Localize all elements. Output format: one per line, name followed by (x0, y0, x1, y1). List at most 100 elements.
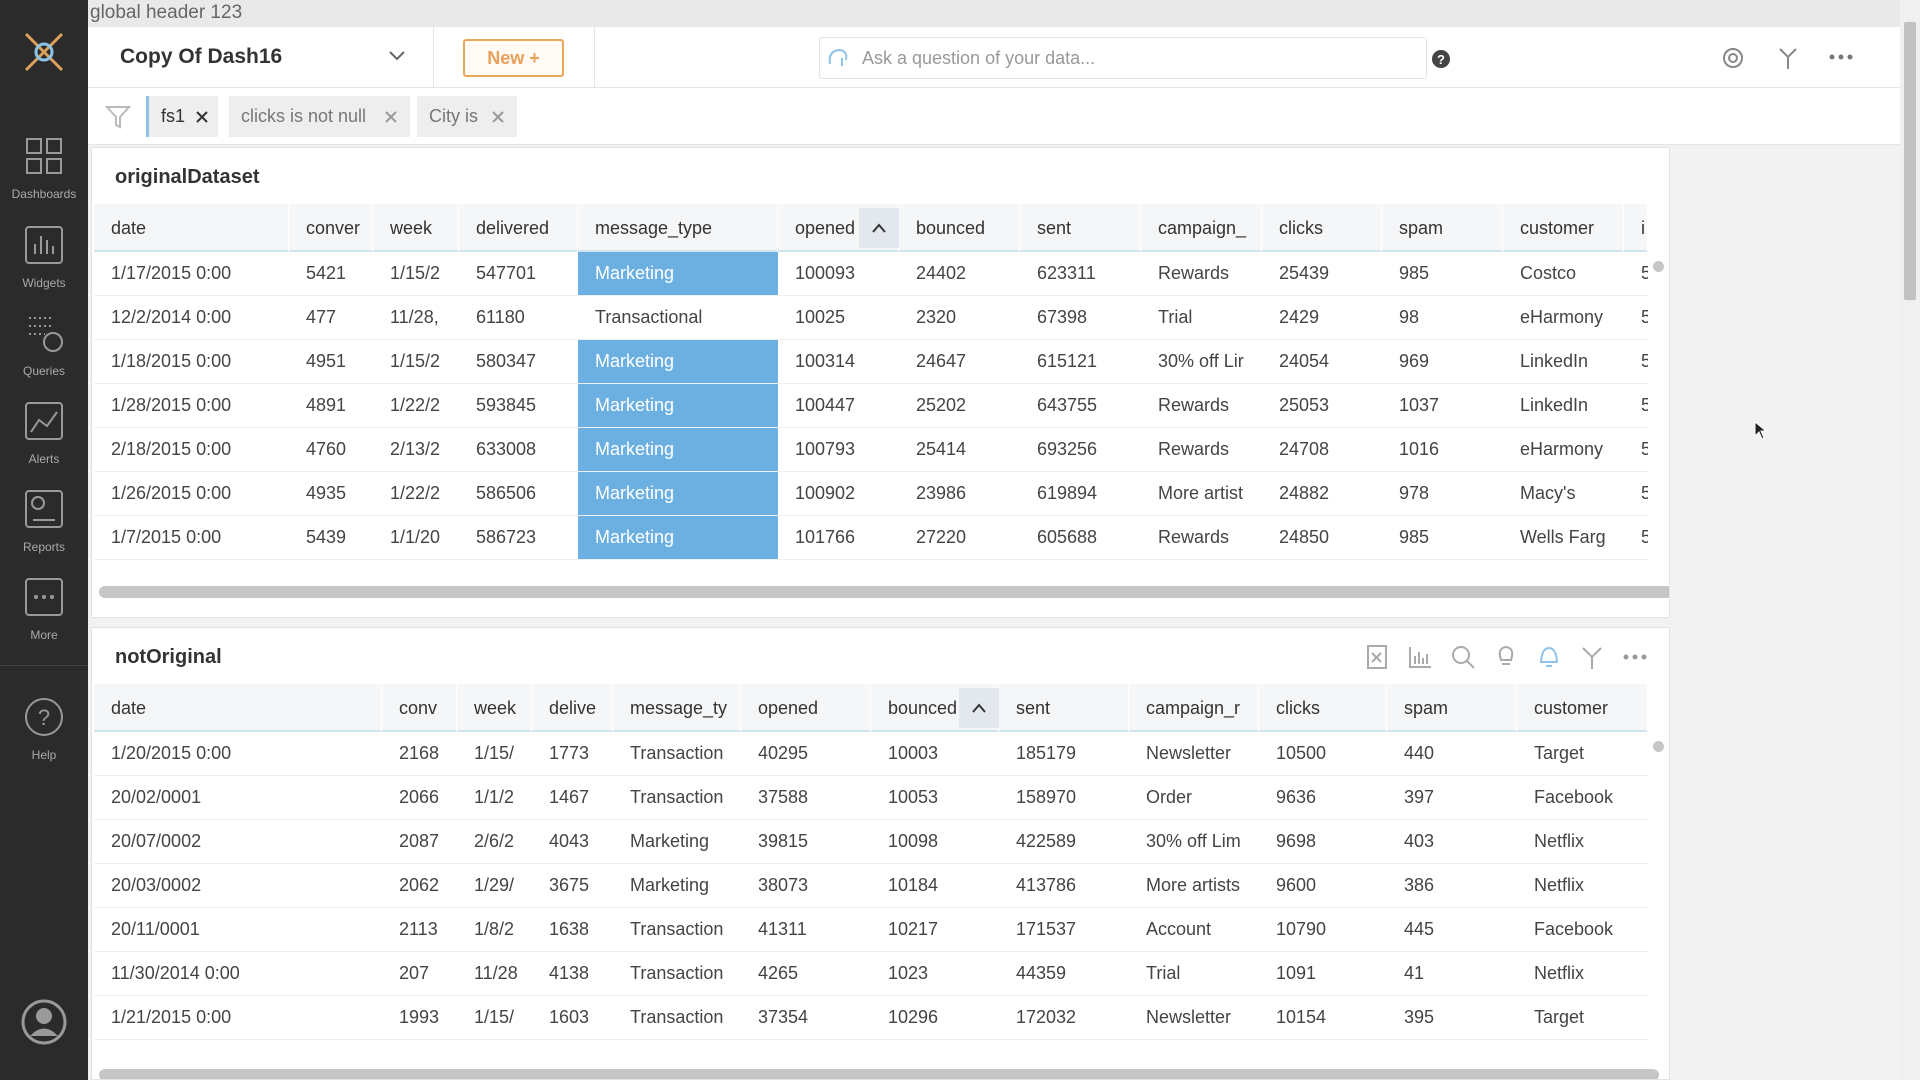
toolbar-icon[interactable] (1622, 644, 1648, 670)
table-row: 1/26/2015 0:00 4935 1/22/2 586506 Marketing 1… (94, 472, 1648, 516)
table-cell: Transaction (630, 743, 724, 763)
avatar[interactable] (21, 999, 67, 1045)
table-cell: 4951 (306, 351, 347, 371)
filter-icon[interactable] (1776, 45, 1800, 71)
toolbar-icon[interactable] (1579, 644, 1605, 670)
column-header[interactable]: date (94, 684, 382, 732)
table-cell: 23986 (916, 483, 967, 503)
nav-item[interactable]: ? Help (0, 696, 88, 762)
column-header[interactable]: conv (382, 684, 457, 732)
table-panel: notOriginal date conv week delive message_ty o… (91, 627, 1670, 1080)
table-row: 1/20/2015 0:00 2168 1/15/1773 Transaction 40… (94, 732, 1648, 776)
sort-button[interactable] (859, 208, 899, 248)
table-cell: LinkedIn (1520, 351, 1589, 371)
search-box[interactable]: Ask a question of your data... (819, 37, 1427, 79)
toolbar-icon[interactable] (1407, 644, 1433, 670)
toolbar-icon[interactable] (1536, 644, 1562, 670)
table-cell: 100902 (795, 483, 856, 503)
column-header[interactable]: conver (289, 204, 373, 252)
horizontal-scrollbar[interactable] (99, 1069, 1659, 1079)
table-cell: 5 (1624, 384, 1648, 427)
table-row: 1/18/2015 0:00 4951 1/15/2 580347 Marketing 1… (94, 340, 1648, 384)
nav-item[interactable]: Reports (0, 488, 88, 554)
column-header[interactable]: delive (532, 684, 613, 732)
sort-button[interactable] (959, 688, 999, 728)
divider (433, 27, 434, 88)
table-cell: 4265 (758, 963, 799, 983)
table-cell: 445 (1404, 919, 1435, 939)
table-cell: 30% off Lim (1146, 831, 1241, 851)
toolbar-icon[interactable] (1493, 644, 1519, 670)
table-cell: 633008 (476, 439, 537, 459)
toolbar-icon[interactable] (1450, 644, 1476, 670)
column-header[interactable]: week (373, 204, 459, 252)
nav-item[interactable]: Widgets (0, 224, 88, 290)
dropdown-arrow[interactable] (388, 49, 406, 63)
table-cell: 185179 (1016, 743, 1077, 763)
table-cell: 11/28 (474, 963, 518, 983)
more-icon[interactable] (1828, 53, 1854, 61)
table-cell: Rewards (1158, 263, 1230, 283)
filter-icon[interactable] (105, 103, 131, 131)
column-header[interactable]: campaign_ (1141, 204, 1262, 252)
table-cell: 10154 (1276, 1007, 1327, 1027)
filter-chip[interactable]: City is (417, 96, 517, 137)
table-panel: originalDataset date conver week delivered me… (91, 147, 1670, 618)
horizontal-scrollbar[interactable] (99, 586, 1669, 598)
column-header[interactable]: week (457, 684, 532, 732)
table-cell: 2429 (1279, 307, 1320, 327)
new-button[interactable]: New + (463, 39, 564, 77)
settings-icon[interactable] (1720, 45, 1746, 71)
column-header[interactable]: campaign_r (1129, 684, 1259, 732)
table-cell: 2/18/2015 0:00 (111, 439, 232, 459)
nav-item[interactable]: Queries (0, 312, 88, 378)
column-header[interactable]: delivered (459, 204, 578, 252)
column-header[interactable]: i (1624, 204, 1648, 252)
table-cell: 2062 (399, 875, 440, 895)
filter-chip[interactable]: clicks is not null (229, 96, 410, 137)
column-header[interactable]: clicks (1259, 684, 1387, 732)
table-row: 20/02/0001 2066 1/1/2 1467 Transaction 37588 1… (94, 776, 1648, 820)
table-cell: 100314 (795, 351, 856, 371)
table-cell: 440 (1404, 743, 1435, 763)
table-cell: 985 (1399, 263, 1430, 283)
column-header[interactable]: opened (741, 684, 871, 732)
filter-label: fs1 (161, 106, 186, 126)
column-header[interactable]: customer (1503, 204, 1624, 252)
table-cell: 1467 (549, 787, 590, 807)
toolbar-icon[interactable] (1364, 644, 1390, 670)
filter-label: City is (429, 106, 478, 126)
table-cell: 5421 (306, 263, 347, 283)
vertical-scrollbar[interactable] (1900, 0, 1920, 1080)
nav-item[interactable]: More (0, 576, 88, 642)
table-cell: 1/21/2015 0:00 (111, 1007, 232, 1027)
table-row-partial (94, 1040, 1648, 1052)
nav-item[interactable]: Alerts (0, 400, 88, 466)
nav-item[interactable]: Dashboards (0, 135, 88, 201)
table-cell: 605688 (1037, 527, 1098, 547)
table-cell: 158970 (1016, 787, 1077, 807)
column-header[interactable]: sent (1020, 204, 1141, 252)
table-cell: 10790 (1276, 919, 1327, 939)
svg-text:?: ? (38, 705, 50, 730)
remove-icon (492, 111, 504, 123)
column-header[interactable]: message_type (578, 204, 778, 252)
nav-label: More (30, 628, 58, 642)
table-cell: Costco (1520, 263, 1577, 283)
column-header[interactable]: message_ty (613, 684, 741, 732)
table-cell: Marketing (578, 428, 778, 471)
column-header[interactable]: sent (999, 684, 1129, 732)
help-icon[interactable]: ? (1431, 49, 1451, 69)
filter-chip[interactable]: fs1 (146, 96, 218, 137)
table-cell: 9600 (1276, 875, 1317, 895)
column-header[interactable]: customer (1517, 684, 1648, 732)
dashboard-title[interactable]: Copy Of Dash16 (120, 45, 283, 68)
column-header[interactable]: clicks (1262, 204, 1382, 252)
column-header[interactable]: spam (1387, 684, 1517, 732)
column-header[interactable]: date (94, 204, 289, 252)
column-header[interactable]: bounced (899, 204, 1020, 252)
table-cell: Netflix (1534, 963, 1585, 983)
column-header[interactable]: spam (1382, 204, 1503, 252)
table-cell: 10025 (795, 307, 846, 327)
search-placeholder: Ask a question of your data... (862, 48, 1096, 68)
